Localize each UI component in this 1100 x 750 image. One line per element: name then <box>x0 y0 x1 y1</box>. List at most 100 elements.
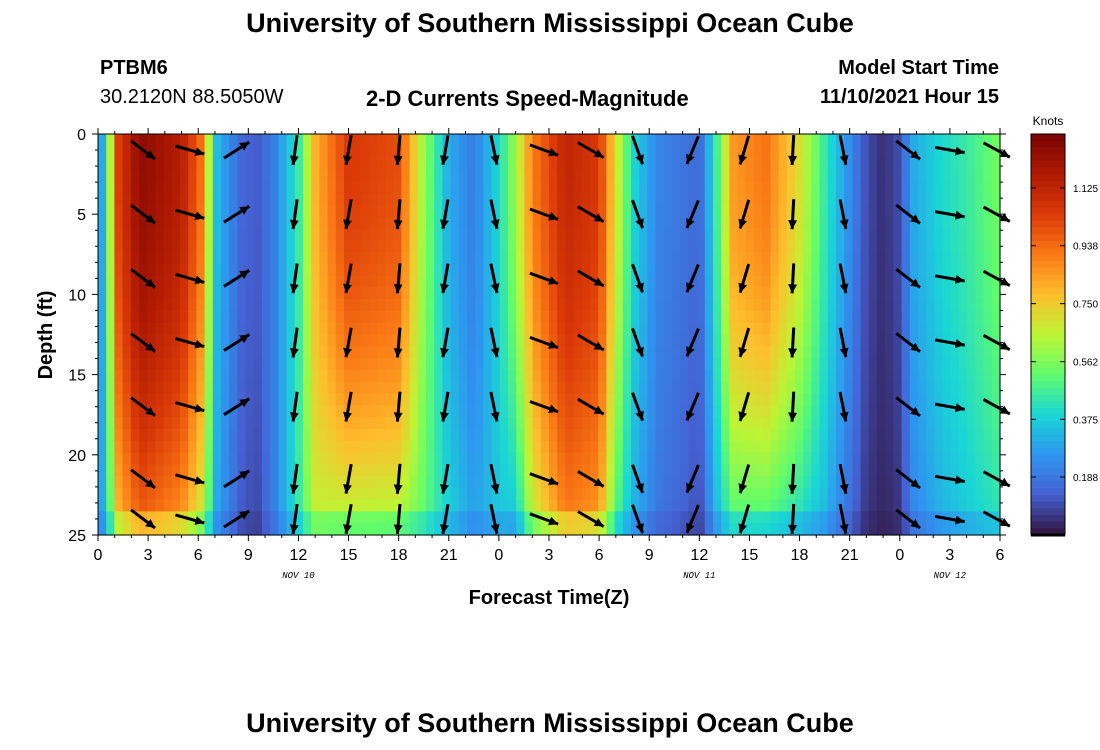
heatmap-cell <box>286 263 296 277</box>
heatmap-cell <box>130 310 140 324</box>
heatmap-cell <box>926 263 935 277</box>
heatmap-cell <box>909 263 919 277</box>
heatmap-cell <box>688 405 698 418</box>
heatmap-cell <box>688 452 698 465</box>
heatmap-cell <box>163 511 173 524</box>
heatmap-cell <box>975 192 985 206</box>
heatmap-cell <box>729 369 739 383</box>
heatmap-cell <box>171 228 181 241</box>
heatmap-cell <box>196 169 206 182</box>
heatmap-cell <box>221 204 230 218</box>
heatmap-cell <box>458 464 468 477</box>
heatmap-cell <box>860 346 870 359</box>
heatmap-cell <box>237 417 247 430</box>
heatmap-cell <box>836 369 845 383</box>
heatmap-cell <box>713 452 722 465</box>
heatmap-cell <box>98 428 107 442</box>
heatmap-cell <box>229 440 238 454</box>
heatmap-cell <box>106 263 115 277</box>
heatmap-cell <box>803 157 812 170</box>
heatmap-cell <box>844 464 853 477</box>
heatmap-cell <box>770 263 780 277</box>
heatmap-cell <box>467 405 476 418</box>
heatmap-cell <box>860 405 870 418</box>
heatmap-cell <box>918 263 927 277</box>
heatmap-cell <box>614 369 624 383</box>
heatmap-cell <box>229 310 238 324</box>
heatmap-cell <box>663 428 673 442</box>
heatmap-cell <box>327 393 337 406</box>
heatmap-cell <box>606 487 616 501</box>
heatmap-cell <box>335 322 345 336</box>
heatmap-cell <box>237 523 247 536</box>
heatmap-cell <box>212 263 222 277</box>
heatmap-cell <box>467 287 476 300</box>
model-start-label: Model Start Time <box>838 57 999 79</box>
heatmap-cell <box>130 369 140 383</box>
heatmap-cell <box>491 263 501 277</box>
heatmap-cell <box>540 134 550 147</box>
heatmap-cell <box>967 181 976 194</box>
heatmap-cell <box>942 263 952 277</box>
heatmap-cell <box>901 476 911 489</box>
heatmap-cell <box>508 334 517 347</box>
heatmap-cell <box>803 240 812 253</box>
heatmap-cell <box>967 287 976 300</box>
heatmap-cell <box>491 322 501 336</box>
heatmap-cell <box>754 487 763 501</box>
heatmap-cell <box>942 452 952 465</box>
heatmap-cell <box>294 511 304 524</box>
heatmap-cell <box>844 428 853 442</box>
heatmap-cell <box>655 299 665 312</box>
heatmap-cell <box>524 440 534 454</box>
heatmap-cell <box>253 369 263 383</box>
heatmap-cell <box>106 157 115 170</box>
heatmap-cell <box>458 334 468 347</box>
heatmap-cell <box>499 169 509 182</box>
heatmap-cell <box>139 393 148 406</box>
heatmap-cell <box>557 204 566 218</box>
heatmap-cell <box>253 169 263 182</box>
heatmap-cell <box>836 275 845 288</box>
heatmap-cell <box>852 240 862 253</box>
heatmap-cell <box>253 299 263 312</box>
heatmap-cell <box>713 346 722 359</box>
heatmap-cell <box>163 216 173 229</box>
heatmap-cell <box>991 228 1001 241</box>
heatmap-cell <box>909 216 919 229</box>
heatmap-cell <box>778 417 788 430</box>
x-tick-label: 12 <box>290 547 308 564</box>
heatmap-cell <box>950 181 960 194</box>
heatmap-cell <box>598 428 607 442</box>
heatmap-cell <box>344 417 353 430</box>
heatmap-cell <box>565 381 575 395</box>
heatmap-cell <box>516 216 525 229</box>
heatmap-cell <box>237 381 247 395</box>
heatmap-cell <box>229 181 238 194</box>
heatmap-cell <box>401 134 411 147</box>
heatmap-cell <box>409 369 419 383</box>
heatmap-cell <box>713 145 722 159</box>
heatmap-cell <box>975 157 985 170</box>
heatmap-cell <box>713 216 722 229</box>
heatmap-cell <box>606 511 616 524</box>
heatmap-cell <box>844 487 853 501</box>
heatmap-cell <box>147 251 156 265</box>
heatmap-cell <box>204 204 214 218</box>
heatmap-cell <box>516 346 525 359</box>
heatmap-cell <box>114 511 124 524</box>
heatmap-cell <box>98 251 107 265</box>
heatmap-cell <box>745 405 755 418</box>
heatmap-cell <box>188 275 197 288</box>
heatmap-cell <box>270 405 279 418</box>
heatmap-cell <box>844 358 853 371</box>
heatmap-cell <box>795 476 804 489</box>
heatmap-cell <box>959 228 968 241</box>
heatmap-cell <box>836 251 845 265</box>
heatmap-cell <box>483 310 493 324</box>
heatmap-cell <box>598 476 607 489</box>
heatmap-cell <box>262 487 271 501</box>
heatmap-cell <box>573 346 583 359</box>
heatmap-cell <box>196 511 206 524</box>
heatmap-cell <box>204 428 214 442</box>
